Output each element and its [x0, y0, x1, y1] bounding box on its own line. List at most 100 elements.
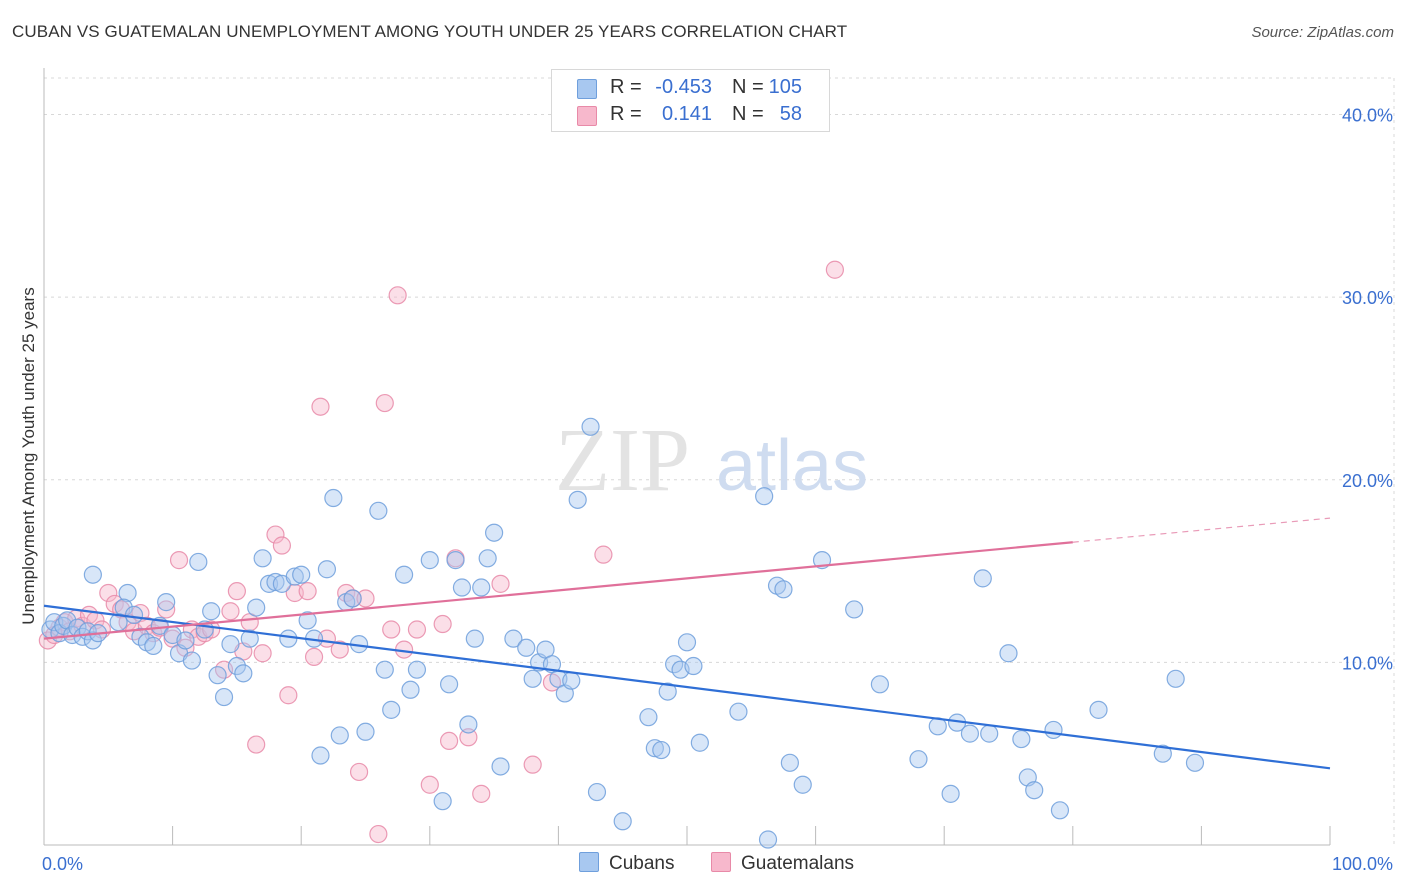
cuban-point — [974, 570, 991, 587]
x-tick-label-max: 100.0% — [1332, 854, 1393, 874]
guatemalan-point — [408, 621, 425, 638]
cuban-point — [588, 784, 605, 801]
cuban-point — [383, 701, 400, 718]
cuban-point — [582, 418, 599, 435]
bottom-legend-guatemalans: Guatemalans — [711, 852, 854, 875]
cuban-point — [518, 639, 535, 656]
cuban-point — [1167, 670, 1184, 687]
cuban-point — [614, 813, 631, 830]
correlation-legend: R = -0.453 N = 105 R = 0.141 N = 58 — [551, 69, 830, 132]
guatemalan-point — [273, 537, 290, 554]
cuban-point — [1000, 645, 1017, 662]
cuban-point — [408, 661, 425, 678]
cuban-point — [961, 725, 978, 742]
cuban-point — [569, 491, 586, 508]
cuban-point — [453, 579, 470, 596]
watermark: ZIP atlas — [555, 411, 868, 510]
cuban-point — [370, 502, 387, 519]
guatemalans-trend-extension — [1073, 518, 1330, 542]
legend-n-label: N = — [732, 76, 764, 99]
cuban-point — [760, 831, 777, 848]
legend-n-value: 105 — [766, 76, 802, 99]
cuban-point — [396, 566, 413, 583]
guatemalan-point — [351, 763, 368, 780]
cuban-point — [524, 670, 541, 687]
guatemalan-point — [248, 736, 265, 753]
y-tick-label: 20.0% — [1342, 471, 1393, 491]
cuban-point — [325, 490, 342, 507]
cuban-point — [685, 658, 702, 675]
cuban-point — [492, 758, 509, 775]
cuban-point — [1026, 782, 1043, 799]
cuban-point — [158, 594, 175, 611]
cuban-point — [248, 599, 265, 616]
guatemalan-point — [389, 287, 406, 304]
cuban-point — [460, 716, 477, 733]
cuban-point — [466, 630, 483, 647]
cuban-point — [871, 676, 888, 693]
cuban-point — [794, 776, 811, 793]
guatemalan-point — [299, 583, 316, 600]
legend-r-value: -0.453 — [644, 76, 712, 99]
cuban-point — [126, 606, 143, 623]
cuban-point — [254, 550, 271, 567]
cuban-point — [190, 553, 207, 570]
legend-n-label: N = — [732, 103, 764, 126]
cuban-point — [756, 488, 773, 505]
cuban-point — [280, 630, 297, 647]
cuban-point — [235, 665, 252, 682]
guatemalan-point — [171, 552, 188, 569]
cuban-point — [183, 652, 200, 669]
cuban-point — [679, 634, 696, 651]
cuban-point — [357, 723, 374, 740]
cuban-point — [640, 709, 657, 726]
guatemalan-point — [254, 645, 271, 662]
cubans-swatch — [577, 79, 597, 99]
guatemalan-point — [473, 785, 490, 802]
guatemalan-point — [492, 575, 509, 592]
cuban-point — [691, 734, 708, 751]
y-tick-label: 10.0% — [1342, 653, 1393, 673]
cubans-trend-line — [44, 606, 1330, 769]
guatemalan-point — [826, 261, 843, 278]
cuban-point — [318, 561, 335, 578]
cuban-point — [376, 661, 393, 678]
cuban-point — [563, 672, 580, 689]
cuban-point — [177, 632, 194, 649]
cubans-legend-label: Cubans — [609, 853, 675, 874]
cuban-point — [421, 552, 438, 569]
bottom-legend-cubans: Cubans — [579, 852, 675, 875]
cuban-point — [775, 581, 792, 598]
cuban-point — [846, 601, 863, 618]
guatemalans-legend-label: Guatemalans — [741, 853, 854, 874]
cuban-point — [447, 552, 464, 569]
legend-row-guatemalans: R = 0.141 N = 58 — [552, 102, 829, 128]
guatemalan-point — [376, 395, 393, 412]
cuban-point — [203, 603, 220, 620]
y-tick-label: 30.0% — [1342, 288, 1393, 308]
cuban-point — [1090, 701, 1107, 718]
cuban-point — [1051, 802, 1068, 819]
cuban-point — [331, 727, 348, 744]
cuban-point — [910, 751, 927, 768]
guatemalans-points — [39, 261, 843, 842]
cuban-point — [1013, 731, 1030, 748]
cuban-point — [1186, 754, 1203, 771]
scatter-chart: ZIP atlas 10.0%20.0%30.0%40.0%0.0% 100.0%… — [0, 0, 1406, 892]
cuban-point — [312, 747, 329, 764]
watermark-atlas: atlas — [716, 426, 868, 506]
legend-n-value: 58 — [766, 103, 802, 126]
cuban-point — [981, 725, 998, 742]
guatemalan-point — [370, 826, 387, 843]
cuban-point — [402, 681, 419, 698]
guatemalan-point — [228, 583, 245, 600]
cuban-point — [1045, 721, 1062, 738]
guatemalan-point — [280, 687, 297, 704]
guatemalans-swatch — [577, 106, 597, 126]
cuban-point — [730, 703, 747, 720]
cuban-point — [473, 579, 490, 596]
guatemalan-point — [524, 756, 541, 773]
cuban-point — [293, 566, 310, 583]
cuban-point — [216, 689, 233, 706]
guatemalan-point — [383, 621, 400, 638]
